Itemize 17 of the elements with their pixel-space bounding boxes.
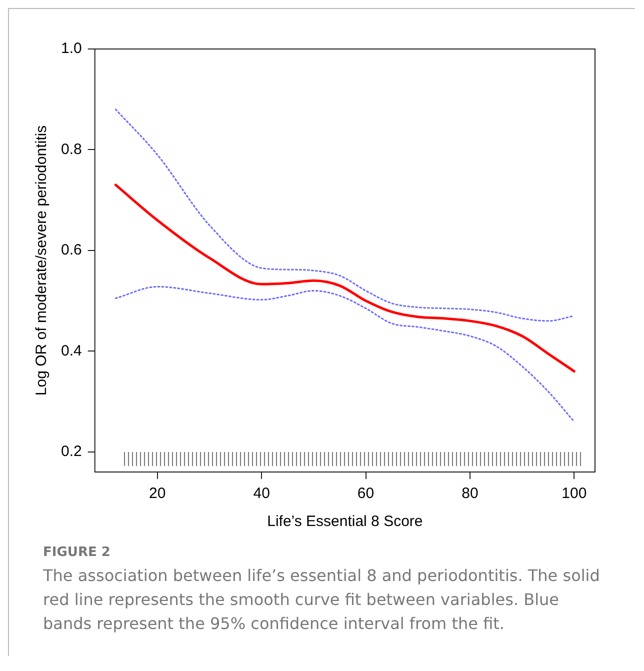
x-tick-label: 40 xyxy=(253,485,270,502)
y-axis-title: Log OR of moderate/severe periodontitis xyxy=(33,125,50,396)
line-series xyxy=(114,286,575,422)
text: The association between life’s essential 8 and periodontitis. The solid red line represents the smooth curve fit between variables. Blue bands represent the 95% confidence interval from the fit. xyxy=(43,565,601,635)
y-tick-label: 0.8 xyxy=(60,140,82,158)
x-tick-label: 20 xyxy=(149,485,166,502)
y-tick-label: 0.6 xyxy=(60,242,82,259)
y-tick-label: 0.4 xyxy=(60,342,82,360)
y-tick-label: 0.2 xyxy=(60,443,82,460)
caption: FIGURE 2 xyxy=(43,545,112,560)
y-tick-label: 1.0 xyxy=(60,40,82,58)
x-tick-label: 100 xyxy=(562,485,587,502)
x-axis-title: Life’s Essential 8 Score xyxy=(267,513,423,530)
line-series xyxy=(114,184,576,373)
x-tick-label: 80 xyxy=(462,485,478,502)
line-series xyxy=(114,108,575,322)
x-tick-label: 60 xyxy=(357,485,374,502)
